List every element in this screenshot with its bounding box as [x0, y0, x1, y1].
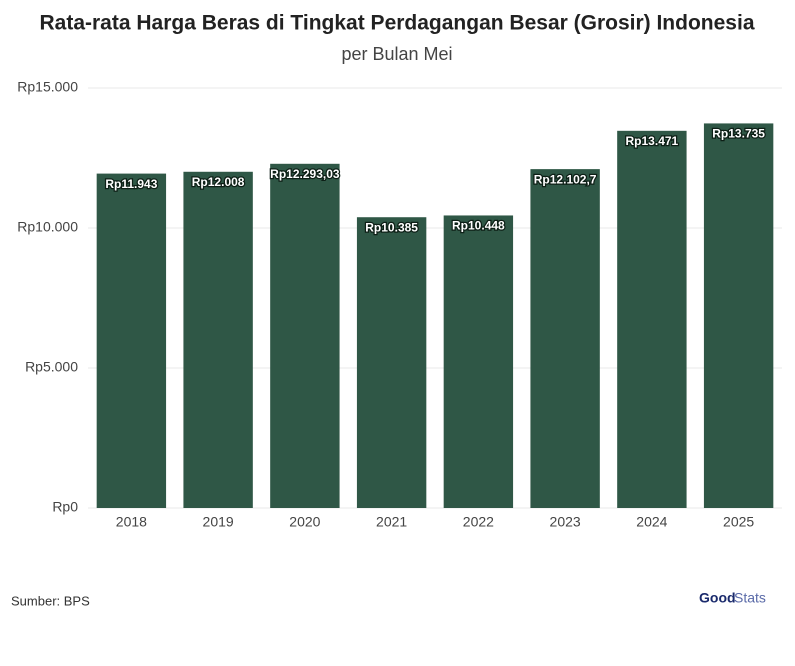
bar [183, 171, 253, 508]
bar [530, 169, 600, 509]
x-tick-label: 2020 [289, 514, 320, 530]
chart-title: Rata-rata Harga Beras di Tingkat Perdaga… [40, 12, 755, 35]
source: Sumber: BPS [11, 593, 90, 608]
x-tick-label: 2025 [723, 514, 754, 530]
value-label: Rp12.293,03 [270, 167, 340, 181]
value-label: Rp10.385 [365, 220, 418, 234]
bar [356, 217, 427, 508]
x-tick-label: 2023 [550, 514, 581, 530]
y-tick-label: Rp5.000 [25, 359, 78, 375]
value-label: Rp12.102,7 [534, 172, 597, 186]
bar [270, 163, 340, 508]
y-tick-label: Rp10.000 [17, 219, 78, 235]
value-label: Rp13.471 [626, 134, 679, 148]
value-label: Rp12.008 [192, 175, 245, 189]
value-label: Rp10.448 [452, 219, 505, 233]
logo-good: Good [699, 590, 736, 606]
x-tick-label: 2024 [636, 514, 667, 530]
y-tick-label: Rp0 [52, 499, 78, 515]
value-label: Rp11.943 [105, 177, 157, 191]
logo-stats: Stats [734, 590, 766, 606]
bar [703, 123, 774, 509]
y-tick-label: Rp15.000 [17, 79, 78, 95]
x-tick-label: 2018 [116, 514, 147, 530]
x-tick-label: 2021 [376, 514, 407, 530]
x-tick-label: 2019 [203, 514, 234, 530]
x-tick-label: 2022 [463, 514, 494, 530]
bar [443, 215, 514, 508]
chart-subtitle: per Bulan Mei [341, 44, 452, 64]
bar [617, 130, 687, 508]
bar [96, 173, 167, 508]
value-label: Rp13.735 [712, 127, 765, 141]
